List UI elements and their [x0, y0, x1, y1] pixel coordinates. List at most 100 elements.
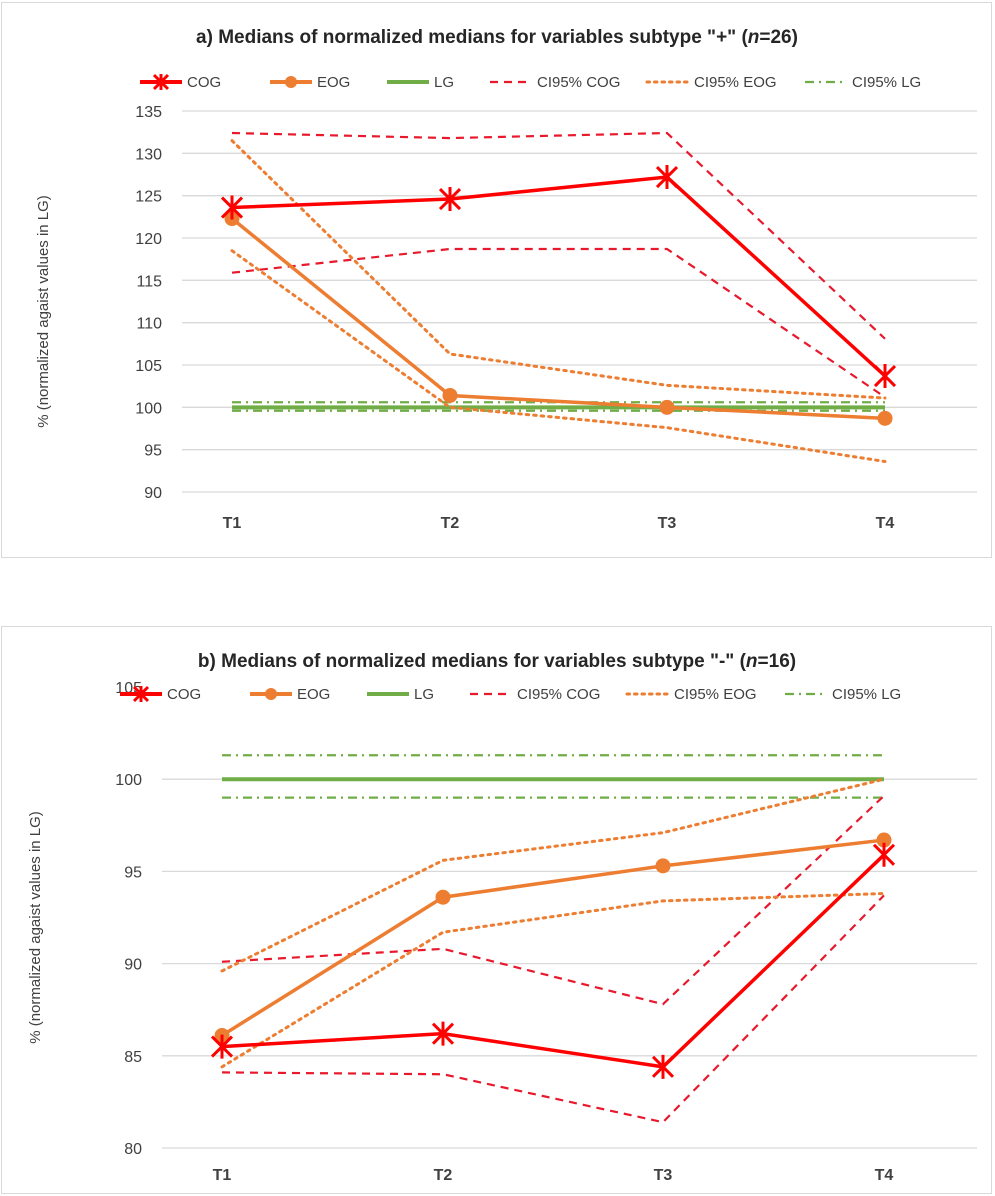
y-tick-label: 135 [135, 104, 162, 121]
ci95-cog-series [221, 794, 885, 1124]
ci95-eog-lower-line [230, 249, 887, 464]
ci95-eog-upper-line [220, 777, 886, 973]
ci95-cog-upper-line [231, 131, 886, 340]
eog-line [230, 217, 886, 421]
legend-item: CI95% EOG [625, 686, 757, 703]
legend-star-icon [152, 73, 170, 91]
legend-item: CI95% LG [805, 74, 921, 91]
legend-item: LG [367, 686, 434, 703]
legend-label: EOG [317, 74, 350, 91]
title-text: a) Medians of normalized medians for var… [196, 27, 748, 48]
x-tick-label: T2 [434, 1167, 453, 1184]
legend-star-icon [132, 685, 150, 703]
eog-marker [877, 410, 893, 426]
y-tick-label: 125 [135, 189, 162, 206]
eog-marker [435, 889, 451, 905]
title-text: b) Medians of normalized medians for var… [198, 651, 747, 672]
legend-label: COG [167, 686, 201, 703]
chart-panel-a: a) Medians of normalized medians for var… [1, 2, 992, 558]
y-tick-label: 90 [124, 957, 142, 974]
legend-item: COG [120, 685, 201, 703]
y-tick-label: 95 [144, 443, 162, 460]
y-tick-label: 105 [135, 358, 162, 375]
cog-line [221, 853, 886, 1069]
x-tick-label: T4 [875, 1167, 894, 1184]
legend-label: CI95% EOG [694, 74, 777, 91]
ci95-cog-lower-line [231, 247, 886, 399]
x-tick-label: T3 [658, 515, 677, 532]
legend: COG EOG LG CI95% COG CI95% EOG CI95% LG [120, 685, 901, 703]
y-tick-label: 100 [115, 772, 142, 789]
cog-marker [655, 165, 679, 190]
eog-marker [876, 832, 892, 848]
x-tick-label: T4 [876, 515, 895, 532]
cog-marker [210, 1034, 234, 1059]
chart-b-svg: b) Medians of normalized medians for var… [27, 651, 977, 1184]
legend-item: EOG [250, 686, 330, 703]
ci95-eog-series [230, 139, 887, 464]
eog-marker [442, 387, 458, 403]
ci95-eog-series [220, 777, 886, 1069]
legend-item: LG [387, 74, 454, 91]
ci95-eog-lower-line [220, 892, 886, 1069]
legend-label: LG [434, 74, 454, 91]
y-tick-label: 95 [124, 864, 142, 881]
legend-item: CI95% COG [470, 686, 600, 703]
chart-title: a) Medians of normalized medians for var… [196, 27, 798, 48]
legend-label: CI95% LG [832, 686, 901, 703]
y-tick-label: 110 [136, 316, 162, 333]
cog-line [231, 175, 887, 378]
y-tick-label: 85 [124, 1049, 142, 1066]
legend-label: CI95% LG [852, 74, 921, 91]
legend-circle-icon [265, 688, 277, 700]
y-tick-label: 90 [144, 485, 162, 502]
legend-item: EOG [270, 74, 350, 91]
legend-label: COG [187, 74, 221, 91]
eog-series [224, 211, 893, 426]
y-tick-label: 100 [135, 400, 162, 417]
x-tick-label: T2 [441, 515, 460, 532]
chart-panel-b: b) Medians of normalized medians for var… [1, 626, 992, 1194]
x-tick-label: T1 [223, 515, 242, 532]
y-tick-label: 130 [135, 146, 162, 163]
y-tick-label: 120 [135, 231, 162, 248]
y-axis-label: % (normalized agaist values in LG) [35, 195, 52, 428]
legend-label: CI95% COG [537, 74, 620, 91]
legend-label: LG [414, 686, 434, 703]
cog-series [220, 165, 897, 389]
ci95-cog-lower-line [221, 894, 885, 1124]
cog-marker [438, 187, 462, 212]
chart-title: b) Medians of normalized medians for var… [198, 651, 796, 672]
y-tick-label: 80 [124, 1141, 142, 1158]
y-tick-label: 115 [136, 273, 162, 290]
eog-series [214, 832, 892, 1044]
eog-line [221, 838, 885, 1037]
legend: COG EOG LG CI95% COG CI95% EOG CI95% LG [140, 73, 921, 91]
ci95-lg-series [232, 401, 885, 412]
legend-item: COG [140, 73, 221, 91]
cog-marker [431, 1021, 455, 1046]
title-n-label: n [748, 27, 760, 48]
title-suffix: =16) [758, 651, 797, 672]
y-axis-label: % (normalized agaist values in LG) [27, 811, 44, 1044]
legend-item: CI95% EOG [645, 74, 777, 91]
cog-marker [872, 842, 896, 867]
cog-marker [873, 364, 897, 389]
legend-circle-icon [285, 76, 297, 88]
legend-label: CI95% COG [517, 686, 600, 703]
x-tick-label: T3 [654, 1167, 673, 1184]
ci95-eog-upper-line [230, 139, 887, 400]
cog-marker [220, 195, 244, 220]
eog-marker [655, 858, 671, 874]
legend-item: CI95% LG [785, 686, 901, 703]
ci95-cog-series [231, 131, 886, 399]
legend-label: CI95% EOG [674, 686, 757, 703]
x-tick-label: T1 [213, 1167, 232, 1184]
eog-marker [659, 399, 675, 415]
title-n-label: n [746, 651, 758, 672]
cog-series [210, 842, 896, 1079]
legend-item: CI95% COG [490, 74, 620, 91]
legend-label: EOG [297, 686, 330, 703]
chart-a-svg: a) Medians of normalized medians for var… [35, 27, 977, 532]
cog-marker [651, 1054, 675, 1079]
